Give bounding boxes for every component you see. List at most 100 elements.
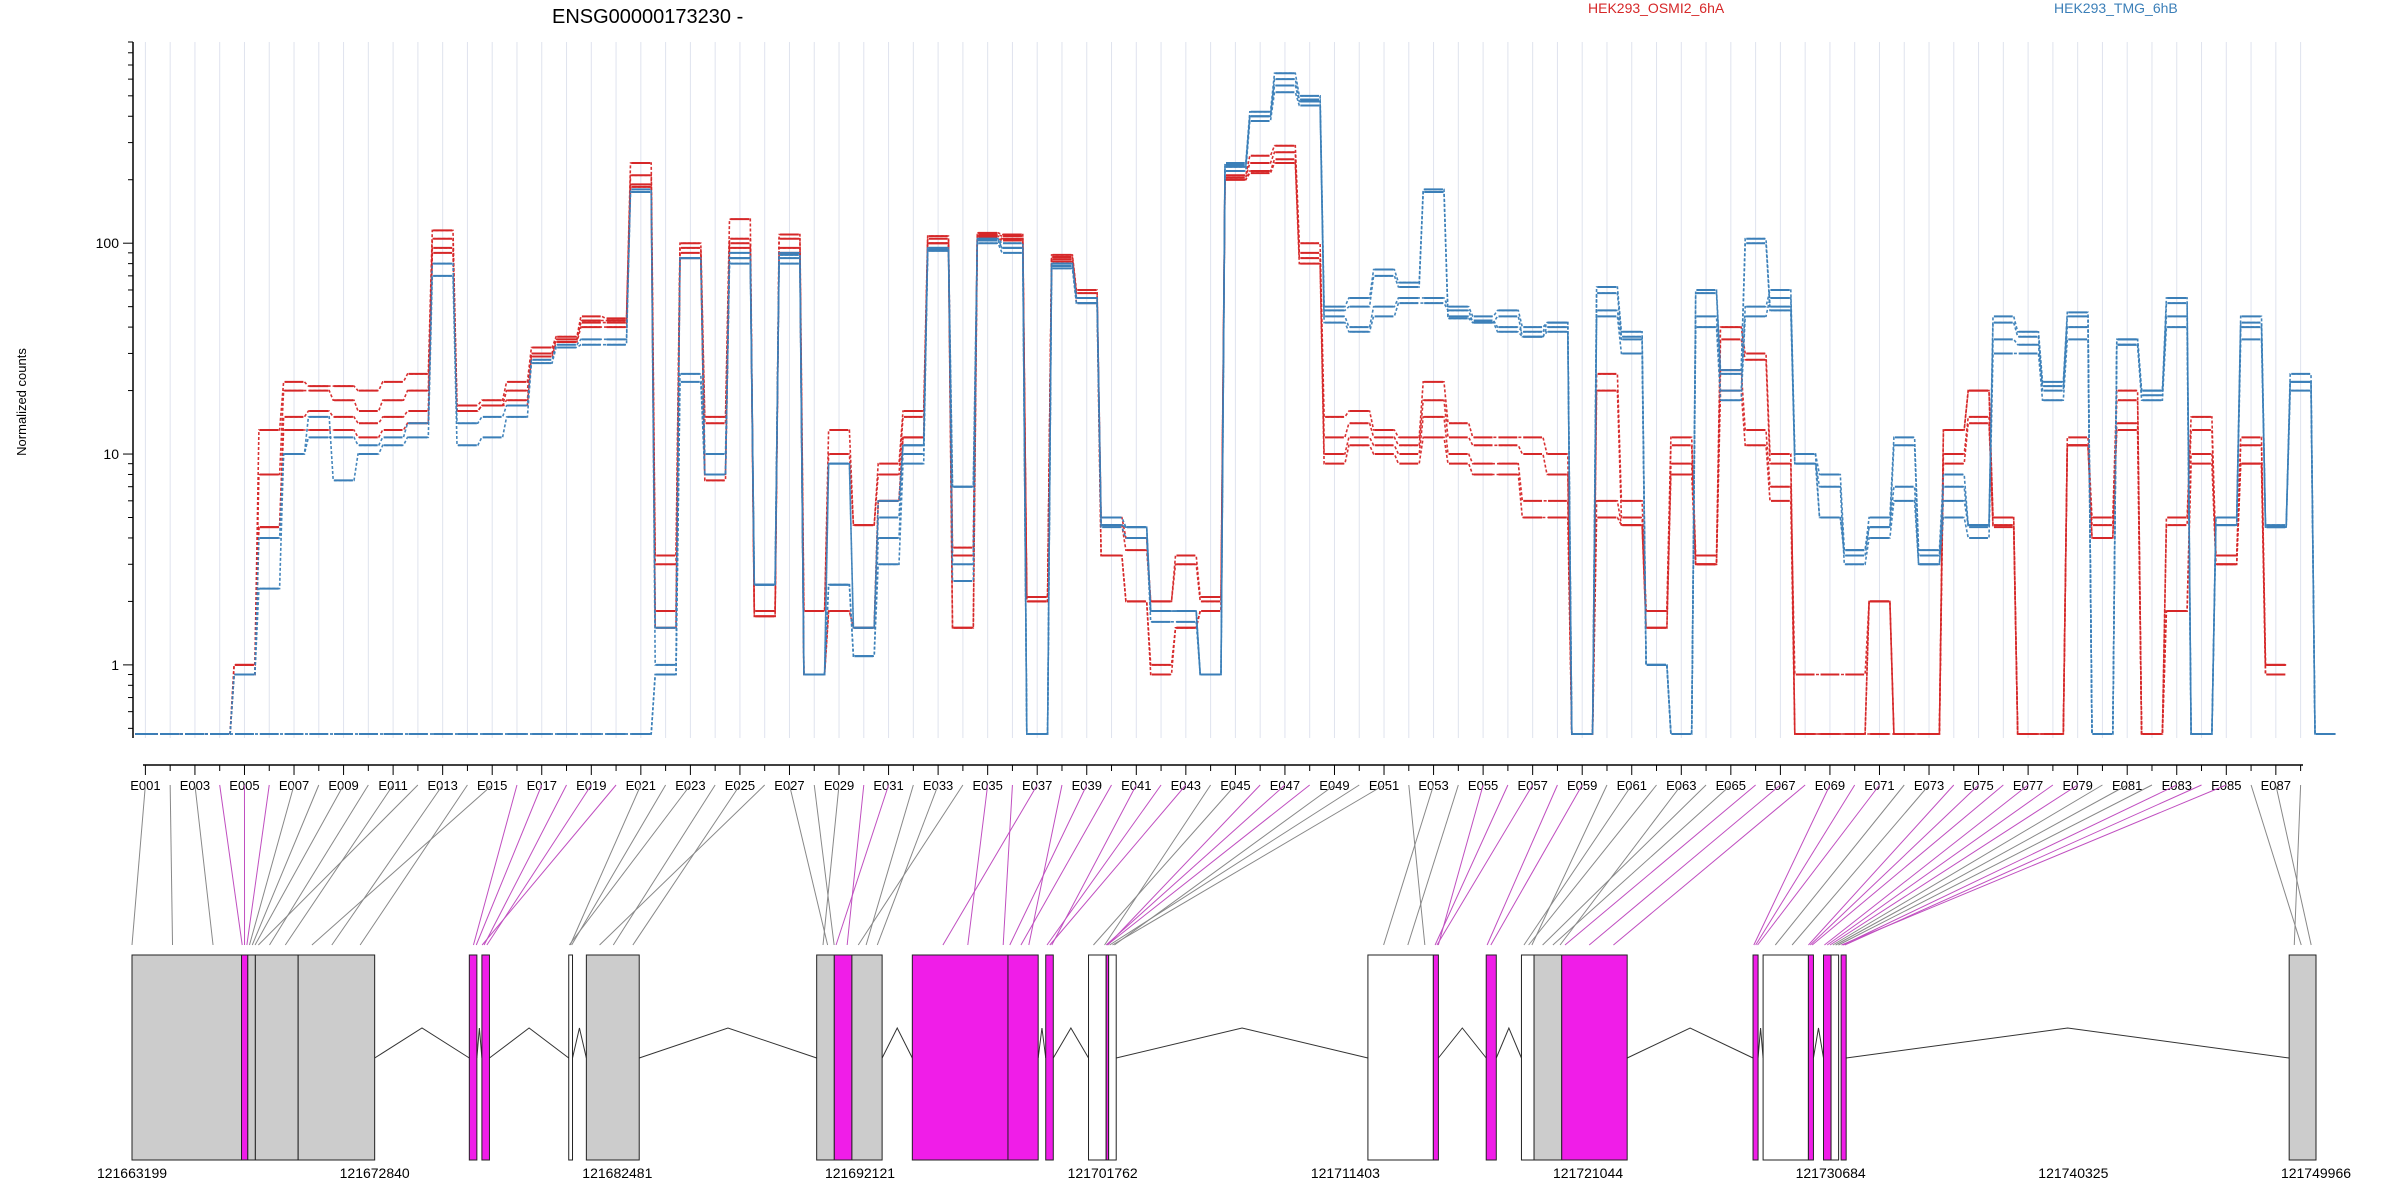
- exon-link-line: [788, 784, 829, 946]
- exon-link-line: [1824, 784, 2029, 946]
- exon-link-line: [481, 784, 617, 946]
- y-tick-label: 10: [103, 446, 119, 462]
- exon-link-line: [131, 784, 146, 946]
- exon-link-line: [475, 784, 543, 946]
- exon-link-line: [571, 784, 667, 946]
- exon-block: [1485, 954, 1497, 1161]
- exon-link-line: [1020, 784, 1112, 946]
- exon-link-line: [251, 784, 320, 946]
- intron-line: [1757, 1027, 1764, 1059]
- exon-link-line: [967, 784, 989, 946]
- intron-line: [1495, 1026, 1522, 1059]
- gene-model: [131, 954, 2317, 1161]
- exon-link-line: [1104, 784, 1212, 946]
- exon-block: [1108, 954, 1117, 1161]
- exon-block: [297, 954, 376, 1161]
- exon-block: [254, 954, 299, 1161]
- exon-link-line: [1753, 784, 1831, 946]
- exon-link-line: [1552, 784, 1732, 946]
- exon-block: [851, 954, 883, 1161]
- exon-link-line: [1841, 784, 2227, 946]
- chart-title: ENSG00000173230 -: [552, 6, 743, 28]
- exon-block: [1088, 954, 1107, 1161]
- exon-link-line: [1564, 784, 1756, 946]
- legend-group-a: HEK293_OSMI2_6hA: [1588, 0, 1725, 16]
- exon-link-line: [1109, 784, 1360, 946]
- exon-link-line: [2293, 784, 2302, 946]
- genomic-tick-label: 121711403: [1311, 1165, 1380, 1181]
- exon-block: [1432, 954, 1439, 1161]
- exon-link-line: [169, 784, 174, 946]
- exon-link-line: [219, 784, 243, 946]
- exon-link-line: [1437, 784, 1484, 946]
- exon-link-line: [1408, 784, 1426, 946]
- exon-link-line: [1835, 784, 2128, 946]
- exon-block: [1561, 954, 1628, 1161]
- exon-link-line: [472, 784, 518, 946]
- exon-block: [1367, 954, 1434, 1161]
- exon-link-line: [1808, 784, 1955, 946]
- exon-link-line: [2250, 784, 2302, 946]
- y-tick-label: 1: [111, 657, 119, 673]
- genomic-tick-label: 121692121: [825, 1165, 895, 1181]
- genomic-tick-label: 121663199: [97, 1165, 167, 1181]
- exon-link-line: [1757, 784, 1880, 946]
- exon-link-line: [813, 784, 835, 946]
- exon-link-line: [835, 784, 890, 946]
- y-axis-label: Normalized counts: [14, 348, 29, 456]
- exon-link-line: [822, 784, 840, 946]
- exon-link-line: [569, 784, 642, 946]
- exon-link-line: [1093, 784, 1236, 946]
- exon-link-line: [1755, 784, 1856, 946]
- exon-block: [247, 954, 256, 1161]
- intron-line: [1037, 1027, 1047, 1059]
- genomic-tick-label: 121701762: [1068, 1165, 1138, 1181]
- intron-line: [1116, 1027, 1369, 1059]
- intron-line: [1812, 1027, 1825, 1059]
- intron-line: [881, 1026, 913, 1059]
- exon-link-line: [632, 784, 741, 946]
- exon-block: [1533, 954, 1563, 1161]
- exon-link-line: [331, 784, 444, 946]
- exon-block: [833, 954, 853, 1161]
- exon-link-line: [1542, 784, 1707, 946]
- exon-link-line: [311, 784, 493, 946]
- exon-link-line: [1559, 784, 1682, 946]
- exon-link-line: [284, 784, 394, 946]
- exon-link-line: [248, 784, 295, 946]
- genomic-tick-label: 121740325: [2038, 1165, 2108, 1181]
- exon-link-line: [1105, 784, 1286, 946]
- exon-link-line: [483, 784, 567, 946]
- exon-block: [1762, 954, 1809, 1161]
- exon-link-line: [1811, 784, 2004, 946]
- exon-link-line: [876, 784, 939, 946]
- exon-link-line: [246, 784, 270, 946]
- genomic-tick-label: 121682481: [582, 1165, 652, 1181]
- genomic-coordinate-axis: 121663199 121672840 121682481 121692121 1217…: [97, 1165, 2351, 1181]
- y-tick-label: 100: [96, 235, 120, 251]
- exon-block: [131, 954, 243, 1161]
- genomic-tick-label: 121672840: [340, 1165, 410, 1181]
- exon-block: [816, 954, 835, 1161]
- exon-link-line: [1434, 784, 1509, 946]
- intron-line: [489, 1027, 570, 1059]
- y-axis: 1 10 100: [96, 41, 134, 738]
- exon-link-line: [1842, 784, 2177, 946]
- genomic-tick-label: 121730684: [1796, 1165, 1866, 1181]
- exon-link-line: [612, 784, 716, 946]
- exon-link-line: [359, 784, 468, 946]
- exon-block: [481, 954, 490, 1161]
- exon-link-line: [599, 784, 766, 946]
- exon-link-line: [1838, 784, 2153, 946]
- exon-link-line: [942, 784, 1038, 946]
- exon-link-line: [1046, 784, 1162, 946]
- exon-link-line: [1407, 784, 1459, 946]
- intron-line: [639, 1027, 817, 1059]
- exon-link-line: [1490, 784, 1583, 946]
- exon-link-line: [1009, 784, 1088, 946]
- exon-block: [241, 954, 249, 1161]
- exon-link-line: [1028, 784, 1063, 946]
- exon-link-line: [194, 784, 214, 946]
- legend-group-b: HEK293_TMG_6hB: [2054, 0, 2178, 16]
- exon-link-line: [846, 784, 865, 946]
